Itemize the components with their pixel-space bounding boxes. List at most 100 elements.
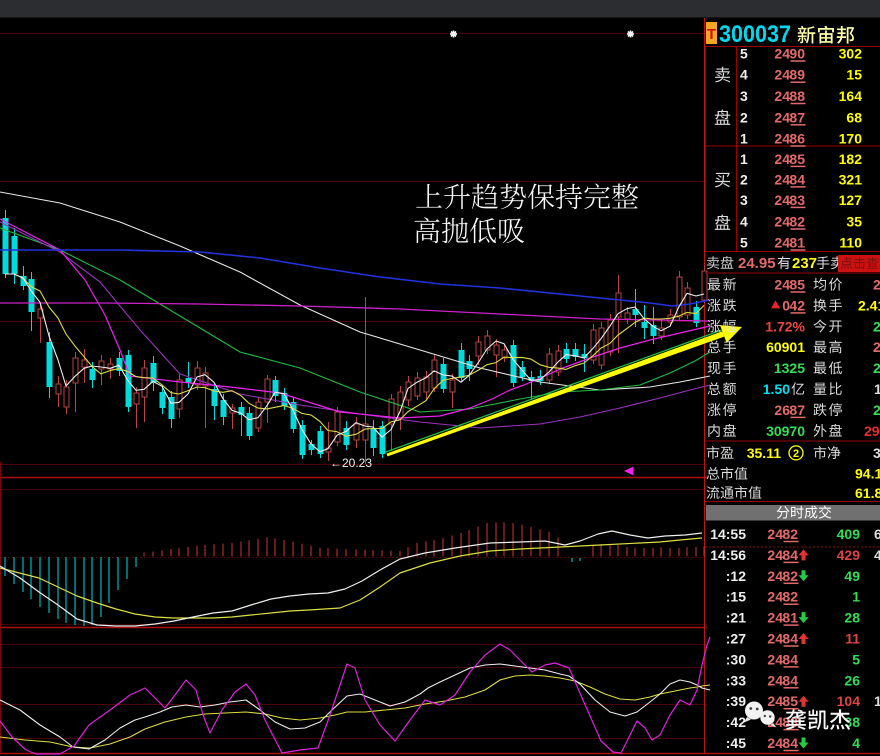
svg-text:1.72%: 1.72% [765,318,805,334]
svg-text:38: 38 [844,714,860,730]
svg-text:60901: 60901 [766,339,805,355]
svg-text:321: 321 [839,171,863,187]
svg-text:85: 85 [789,277,805,293]
svg-text:68: 68 [846,109,862,125]
svg-text:84: 84 [782,735,798,751]
svg-text:29931: 29931 [864,423,880,439]
svg-text:1325: 1325 [774,360,805,376]
svg-text:5: 5 [740,46,748,62]
svg-text:14:55: 14:55 [710,526,746,542]
svg-text:20.23: 20.23 [873,402,880,418]
svg-text:24: 24 [767,547,783,563]
svg-text:1: 1 [852,589,860,605]
svg-text:104: 104 [837,693,861,709]
svg-text:4: 4 [874,547,880,563]
svg-text:87: 87 [789,402,805,418]
svg-text:24: 24 [774,192,790,208]
svg-text::15: :15 [726,589,746,605]
svg-text:←20.23: ←20.23 [330,456,372,470]
svg-text:110: 110 [839,235,862,251]
svg-text:24: 24 [767,568,783,584]
svg-text:82: 82 [782,589,798,605]
svg-text:237: 237 [792,255,817,272]
svg-text:11: 11 [845,631,860,647]
svg-text:24.85: 24.85 [873,277,880,293]
svg-text::33: :33 [726,672,746,688]
svg-text:300037: 300037 [719,21,791,48]
svg-text:3: 3 [740,88,748,104]
svg-text:24: 24 [774,67,790,83]
svg-text::21: :21 [726,610,746,626]
svg-text:1.50: 1.50 [763,381,790,397]
svg-text:89: 89 [789,67,805,83]
svg-text:88: 88 [789,88,805,104]
svg-text:84: 84 [782,631,798,647]
svg-text::45: :45 [726,735,746,751]
svg-text:127: 127 [839,192,863,208]
svg-text:24: 24 [767,651,783,667]
svg-text:24: 24 [767,610,783,626]
svg-text:84: 84 [782,672,798,688]
svg-text:2: 2 [740,109,748,125]
svg-text:61.85: 61.85 [855,485,880,501]
svg-text:5: 5 [852,651,860,667]
svg-text:24.55: 24.55 [873,318,880,334]
svg-text:14:56: 14:56 [710,547,746,563]
svg-text:26: 26 [844,672,860,688]
svg-text:82: 82 [782,568,798,584]
svg-text:84: 84 [782,651,798,667]
svg-text:24.21: 24.21 [873,360,880,376]
svg-text:81: 81 [789,235,805,251]
svg-text:429: 429 [837,547,861,563]
svg-text:84: 84 [789,171,805,187]
svg-text:164: 164 [839,88,863,104]
svg-text:15: 15 [846,67,862,83]
svg-text:90: 90 [789,46,805,62]
svg-text:1: 1 [740,131,748,147]
svg-text:83: 83 [789,192,805,208]
svg-text:86: 86 [789,131,805,147]
svg-text:82: 82 [789,214,805,230]
svg-text:24: 24 [774,109,790,125]
svg-text:1: 1 [740,151,748,167]
svg-text::30: :30 [726,651,746,667]
svg-text:82: 82 [782,526,798,542]
svg-text:24: 24 [774,277,790,293]
svg-text:24.98: 24.98 [873,339,880,355]
svg-text:24: 24 [774,151,790,167]
svg-text:0: 0 [782,297,790,313]
svg-text:24: 24 [767,631,783,647]
svg-text:2: 2 [793,448,799,460]
svg-text:409: 409 [837,526,861,542]
svg-text:26: 26 [774,402,790,418]
svg-text:24: 24 [774,171,790,187]
svg-text:3: 3 [740,192,748,208]
svg-text:24: 24 [767,526,783,542]
svg-text:24: 24 [767,589,783,605]
svg-text:3.91: 3.91 [873,445,880,461]
svg-text:6: 6 [874,526,880,542]
svg-text:24: 24 [774,131,790,147]
svg-text:42: 42 [789,297,805,313]
svg-text:24: 24 [767,672,783,688]
svg-text:170: 170 [839,131,863,147]
svg-text:24: 24 [774,88,790,104]
svg-text:4: 4 [852,735,860,751]
svg-text:85: 85 [789,151,805,167]
svg-text:2: 2 [740,171,748,187]
svg-text:24: 24 [774,214,790,230]
svg-text:84: 84 [782,547,798,563]
svg-text:49: 49 [844,568,860,584]
svg-text:1: 1 [874,693,880,709]
svg-text:182: 182 [839,151,863,167]
svg-text:302: 302 [839,46,863,62]
svg-text:30970: 30970 [766,423,805,439]
svg-text:35: 35 [846,214,862,230]
svg-text:24: 24 [774,46,790,62]
svg-text::42: :42 [726,714,746,730]
svg-text:24: 24 [767,693,783,709]
svg-text:T: T [707,26,716,43]
svg-text:28: 28 [844,610,860,626]
svg-text:81: 81 [782,610,798,626]
svg-text::39: :39 [726,693,746,709]
